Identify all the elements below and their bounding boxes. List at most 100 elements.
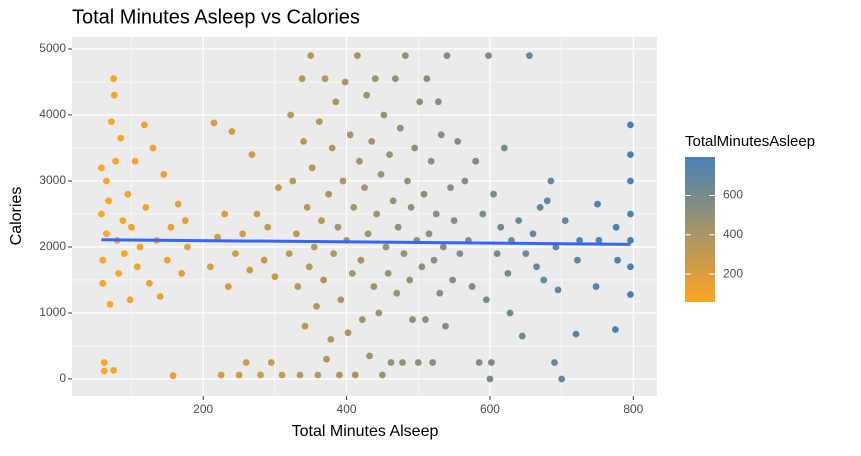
point	[105, 197, 112, 205]
point	[103, 230, 110, 238]
point	[389, 197, 397, 205]
point	[554, 286, 562, 294]
x-tick-label: 200	[193, 402, 213, 416]
point	[423, 75, 431, 83]
point	[439, 243, 447, 251]
point	[594, 200, 601, 208]
point	[551, 359, 558, 366]
point	[436, 289, 444, 297]
point	[500, 144, 508, 152]
point	[292, 230, 300, 238]
point	[110, 91, 118, 99]
point	[303, 203, 311, 211]
point	[411, 144, 419, 152]
point	[614, 256, 621, 264]
point	[418, 263, 426, 271]
point	[442, 322, 449, 330]
point	[133, 263, 141, 271]
point	[332, 98, 340, 106]
point	[515, 217, 523, 224]
point	[253, 210, 261, 218]
point	[552, 243, 560, 251]
point	[479, 210, 487, 218]
point	[323, 355, 330, 363]
point	[627, 291, 634, 298]
point	[401, 52, 409, 60]
point	[574, 256, 581, 264]
point	[325, 190, 333, 198]
point	[350, 203, 358, 211]
point	[414, 359, 422, 366]
y-axis-title: Calories	[8, 187, 25, 246]
y-tick-label: 1000	[39, 305, 66, 319]
point	[486, 375, 494, 383]
point	[334, 223, 342, 231]
point	[375, 309, 383, 317]
point	[482, 296, 490, 304]
point	[327, 335, 335, 343]
point	[313, 302, 320, 310]
point	[627, 210, 634, 218]
point	[497, 223, 505, 231]
point	[536, 203, 544, 211]
point	[305, 263, 313, 271]
point	[380, 111, 388, 119]
point	[97, 164, 105, 172]
chart-title: Total Minutes Asleep vs Calories	[72, 6, 360, 28]
y-tick-label: 4000	[39, 107, 66, 121]
point	[357, 256, 365, 264]
point	[627, 121, 634, 129]
point	[400, 250, 408, 257]
point	[529, 230, 537, 238]
point	[518, 332, 526, 340]
point	[409, 316, 416, 323]
point	[475, 359, 483, 366]
point	[454, 138, 462, 145]
point	[300, 138, 307, 145]
point	[407, 203, 415, 211]
point	[391, 75, 399, 83]
point	[110, 75, 117, 83]
point	[443, 52, 451, 60]
point	[260, 256, 268, 264]
point	[384, 269, 392, 277]
point	[267, 359, 275, 366]
point	[110, 366, 117, 374]
point	[485, 52, 492, 60]
point	[115, 269, 122, 277]
point	[447, 184, 454, 191]
point	[242, 359, 250, 366]
point	[217, 371, 225, 379]
point	[422, 316, 429, 323]
point	[289, 177, 297, 185]
point	[490, 190, 497, 198]
point	[232, 250, 239, 257]
x-tick-label: 600	[480, 402, 500, 416]
point	[543, 197, 551, 205]
point	[275, 184, 282, 191]
point	[142, 203, 150, 211]
x-axis-title: Total Minutes Alseep	[292, 423, 439, 440]
point	[310, 243, 318, 251]
x-tick-label: 400	[337, 402, 357, 416]
point	[169, 372, 177, 380]
point	[221, 210, 229, 218]
point	[364, 230, 372, 238]
point	[126, 296, 134, 304]
point	[396, 124, 404, 132]
point	[576, 236, 583, 244]
point	[406, 276, 414, 284]
point	[100, 359, 108, 366]
point	[339, 177, 347, 185]
point	[394, 223, 402, 231]
colorbar-tick-label: 400	[723, 227, 743, 241]
point	[430, 256, 438, 264]
point	[210, 119, 218, 127]
point	[278, 371, 286, 379]
point	[117, 134, 125, 142]
point	[224, 283, 232, 290]
point	[561, 217, 569, 224]
point	[341, 78, 349, 86]
point	[141, 121, 148, 129]
